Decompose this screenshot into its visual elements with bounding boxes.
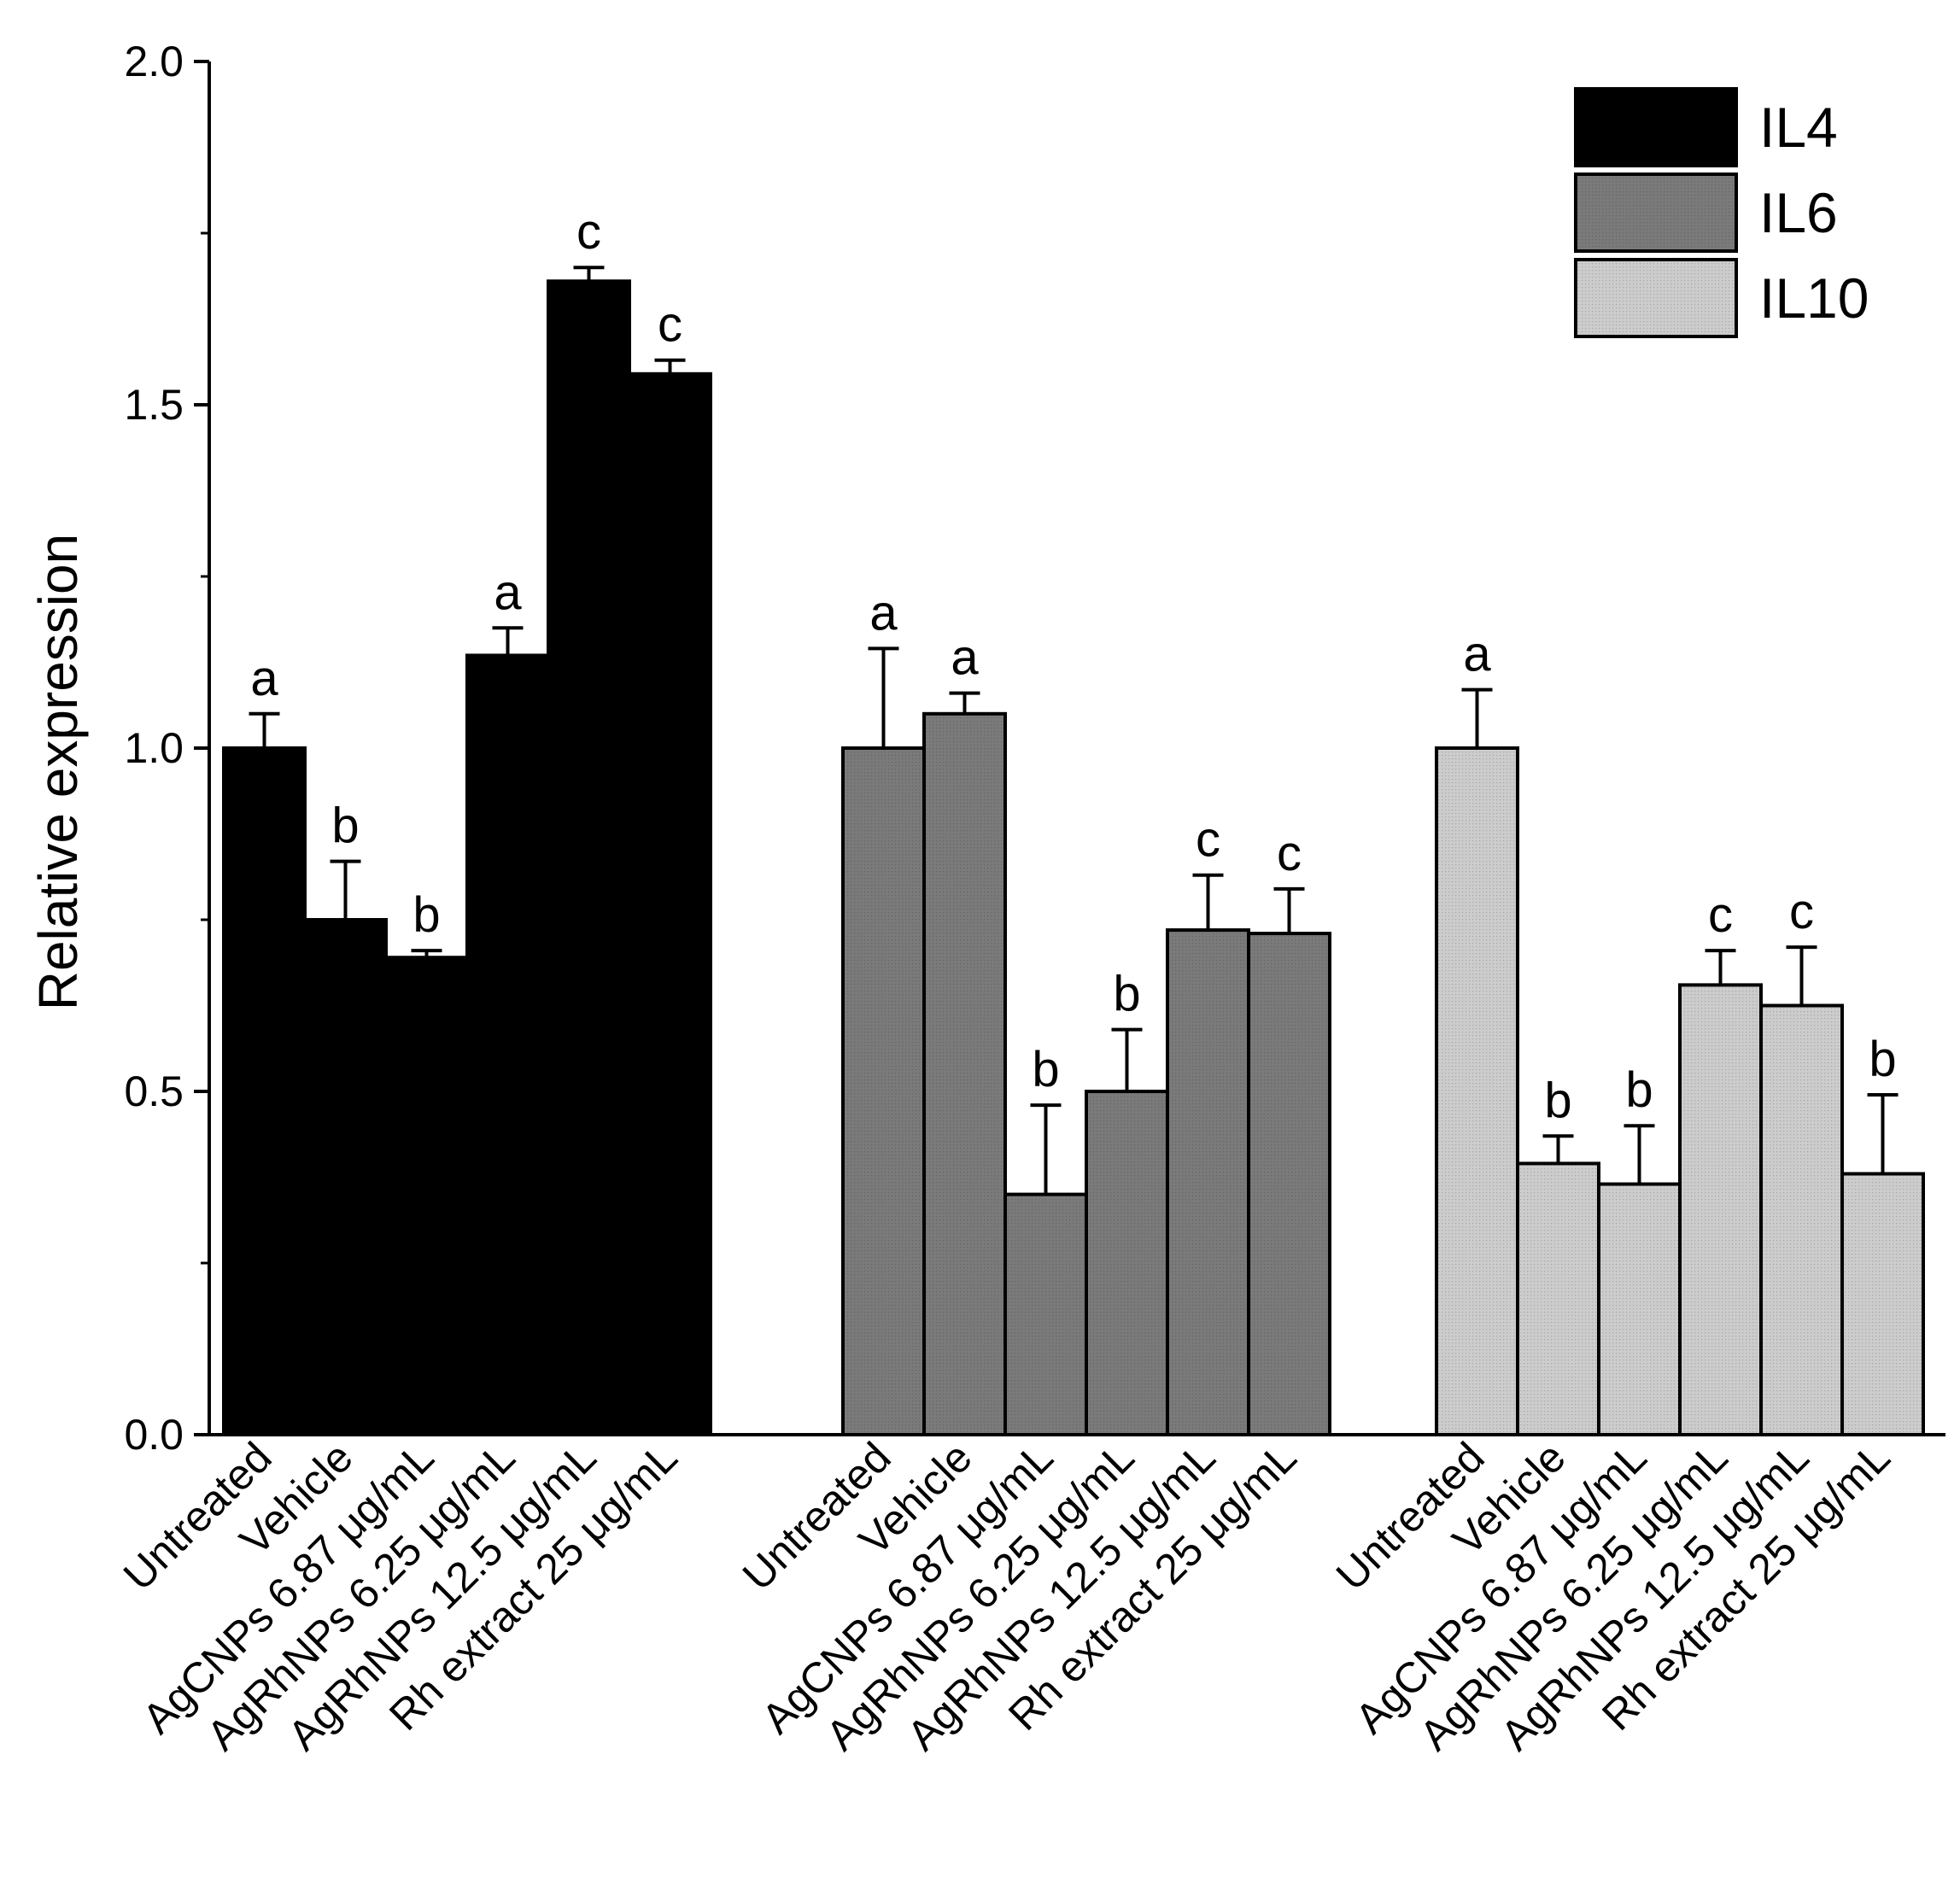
bar xyxy=(465,653,550,1436)
legend-label: IL6 xyxy=(1759,181,1838,244)
significance-label: a xyxy=(250,651,278,706)
significance-label: a xyxy=(494,564,522,620)
significance-label: c xyxy=(1277,826,1302,881)
bar-texture xyxy=(1088,1093,1166,1433)
significance-label: b xyxy=(1032,1042,1059,1097)
significance-label: b xyxy=(331,798,359,854)
bar-texture xyxy=(1844,1175,1922,1433)
significance-label: a xyxy=(951,630,979,686)
y-tick-label: 2.0 xyxy=(124,38,184,85)
bar-texture xyxy=(1250,935,1328,1433)
legend: IL4 IL6 IL10 xyxy=(1574,87,1869,338)
y-tick-label: 1.5 xyxy=(124,381,184,429)
bar xyxy=(628,371,712,1437)
legend-label: IL4 xyxy=(1759,96,1838,159)
significance-label: c xyxy=(1196,812,1220,868)
significance-label: a xyxy=(1463,627,1491,682)
significance-label: c xyxy=(576,204,601,260)
bar xyxy=(547,279,631,1436)
bar-texture xyxy=(1438,750,1516,1433)
significance-label: b xyxy=(1869,1032,1896,1087)
bar-texture xyxy=(1169,932,1247,1433)
legend-swatch-texture xyxy=(1577,261,1735,335)
bar-texture xyxy=(926,715,1003,1433)
bars xyxy=(222,266,1925,1437)
bar-texture xyxy=(1519,1165,1597,1433)
significance-label: b xyxy=(1544,1073,1571,1128)
bar-texture xyxy=(845,750,922,1433)
bar-texture xyxy=(1763,1007,1840,1433)
significance-label: b xyxy=(1625,1062,1653,1118)
y-axis-label: Relative expression xyxy=(27,534,89,1011)
legend-label: IL10 xyxy=(1759,266,1869,330)
legend-swatch xyxy=(1574,87,1738,167)
significance-label: b xyxy=(412,887,440,943)
axes: 0.0 0.5 1.0 1.5 2.0 Relative expression xyxy=(27,38,1945,1459)
y-tick-label: 1.0 xyxy=(124,724,184,772)
bar-texture xyxy=(1682,986,1759,1433)
significance-label: b xyxy=(1113,967,1140,1022)
bar xyxy=(303,918,388,1436)
y-tick-label: 0.5 xyxy=(124,1067,184,1115)
legend-swatch-texture xyxy=(1577,176,1735,249)
bar-texture xyxy=(1007,1196,1085,1433)
significance-label: a xyxy=(869,585,898,640)
significance-label: c xyxy=(658,297,682,353)
significance-label: c xyxy=(1789,884,1814,939)
y-tick-label: 0.0 xyxy=(124,1411,184,1459)
bar xyxy=(384,956,469,1436)
bar-texture xyxy=(1600,1185,1678,1433)
bar xyxy=(222,746,307,1436)
significance-label: c xyxy=(1708,887,1733,943)
